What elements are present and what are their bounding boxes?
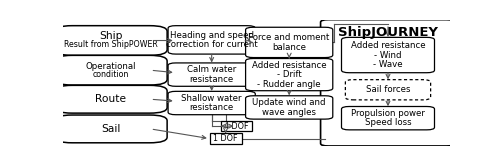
Text: 1 DOF: 1 DOF: [214, 134, 238, 143]
Text: Added resistance: Added resistance: [252, 61, 326, 70]
Text: Update wind and: Update wind and: [252, 98, 326, 107]
Text: Result from ShipPOWER: Result from ShipPOWER: [64, 40, 158, 49]
Text: resistance: resistance: [190, 103, 234, 112]
Text: - Wind: - Wind: [374, 51, 402, 60]
Text: condition: condition: [93, 70, 129, 79]
Text: resistance: resistance: [190, 75, 234, 84]
Text: 4 DOF: 4 DOF: [224, 122, 248, 131]
Text: ShipJOURNEY: ShipJOURNEY: [338, 26, 438, 39]
FancyBboxPatch shape: [168, 26, 256, 54]
FancyBboxPatch shape: [55, 55, 167, 85]
FancyBboxPatch shape: [220, 121, 252, 131]
Text: Operational: Operational: [86, 62, 136, 71]
FancyBboxPatch shape: [342, 106, 434, 130]
FancyBboxPatch shape: [246, 59, 333, 91]
FancyBboxPatch shape: [55, 85, 167, 113]
FancyBboxPatch shape: [55, 115, 167, 143]
FancyBboxPatch shape: [210, 133, 242, 144]
Text: - Drift: - Drift: [277, 70, 301, 79]
FancyBboxPatch shape: [246, 27, 333, 58]
Text: Sail: Sail: [101, 124, 120, 134]
Text: wave angles: wave angles: [262, 108, 316, 117]
Text: Heading and speed: Heading and speed: [170, 31, 254, 40]
Text: Sail forces: Sail forces: [366, 85, 410, 94]
Text: correction for current: correction for current: [166, 40, 258, 49]
Text: - Rudder angle: - Rudder angle: [258, 80, 321, 89]
Text: Route: Route: [96, 94, 126, 104]
Text: Calm water: Calm water: [187, 65, 236, 74]
Text: Propulsion power: Propulsion power: [351, 109, 425, 118]
Text: Ship: Ship: [99, 31, 122, 41]
FancyBboxPatch shape: [320, 20, 454, 146]
Text: balance: balance: [272, 43, 306, 52]
FancyBboxPatch shape: [168, 91, 256, 115]
FancyBboxPatch shape: [168, 63, 256, 86]
Text: Shallow water: Shallow water: [182, 94, 242, 103]
FancyBboxPatch shape: [55, 26, 167, 55]
Text: Added resistance: Added resistance: [350, 41, 426, 50]
FancyBboxPatch shape: [346, 80, 430, 100]
Text: - Wave: - Wave: [373, 60, 403, 69]
FancyBboxPatch shape: [342, 37, 434, 73]
Text: Speed loss: Speed loss: [364, 118, 412, 127]
FancyBboxPatch shape: [246, 96, 333, 119]
Text: Force and moment: Force and moment: [248, 33, 330, 42]
